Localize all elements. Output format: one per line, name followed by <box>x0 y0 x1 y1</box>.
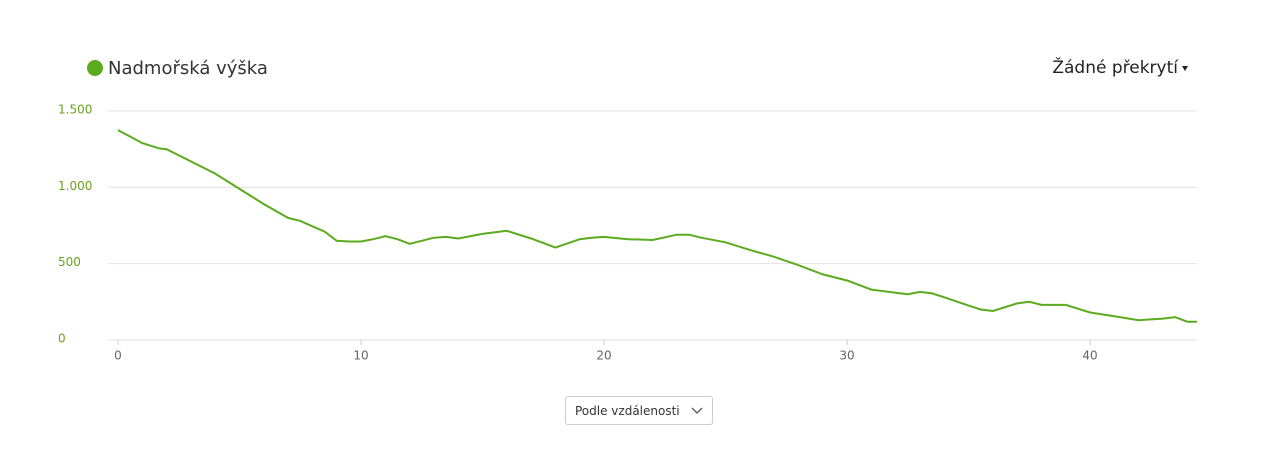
sort-label: Podle vzdálenosti <box>575 403 680 418</box>
x-tick-label: 30 <box>839 349 854 363</box>
x-tick-label: 20 <box>596 349 611 363</box>
legend-label[interactable]: Nadmořská výška <box>108 58 268 79</box>
select-chevron <box>691 407 703 414</box>
sort-select[interactable]: Podle vzdálenosti <box>565 396 713 425</box>
overlay-dropdown[interactable]: Žádné překrytí <box>1052 56 1179 78</box>
y-tick-label: 500 <box>58 255 81 269</box>
dropdown-arrow <box>1182 66 1188 71</box>
elevation-line <box>117 129 1197 323</box>
y-tick-label: 1.000 <box>58 179 92 193</box>
legend-marker <box>87 60 103 76</box>
x-tick-label: 40 <box>1082 349 1097 363</box>
y-tick-label: 1.500 <box>58 103 92 117</box>
x-tick-label: 0 <box>114 349 122 363</box>
y-tick-label: 0 <box>58 332 66 346</box>
x-tick-label: 10 <box>353 349 368 363</box>
